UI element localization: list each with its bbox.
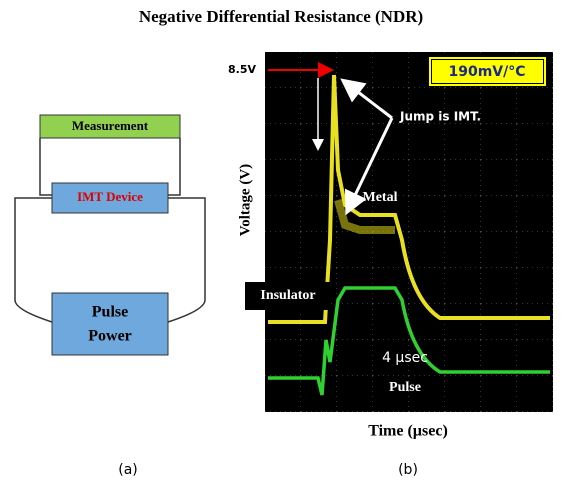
power-label: Power (88, 328, 132, 345)
measurement-label: Measurement (72, 118, 149, 133)
pulse-width: 4 µsec (382, 350, 428, 366)
scale-label: 190mV/°C (448, 64, 525, 80)
figure-svg: Negative Differential Resistance (NDR) M… (0, 0, 563, 491)
figure: Negative Differential Resistance (NDR) M… (0, 0, 563, 491)
caption: (a) (118, 462, 138, 478)
insulator-label: Insulator (260, 288, 315, 303)
power-label: Pulse (92, 304, 128, 321)
annotation: Jump is IMT. (399, 110, 481, 124)
title: Negative Differential Resistance (NDR) (139, 7, 423, 26)
x-label: Time (µsec) (368, 423, 448, 440)
device-label: IMT Device (77, 189, 143, 204)
y-label: Voltage (V) (237, 164, 253, 236)
pulse-label: Pulse (389, 380, 421, 395)
metal-label: Metal (363, 190, 398, 205)
caption: (b) (398, 462, 418, 478)
voltage-marker: 8.5V (228, 63, 256, 76)
power-box (52, 293, 168, 355)
